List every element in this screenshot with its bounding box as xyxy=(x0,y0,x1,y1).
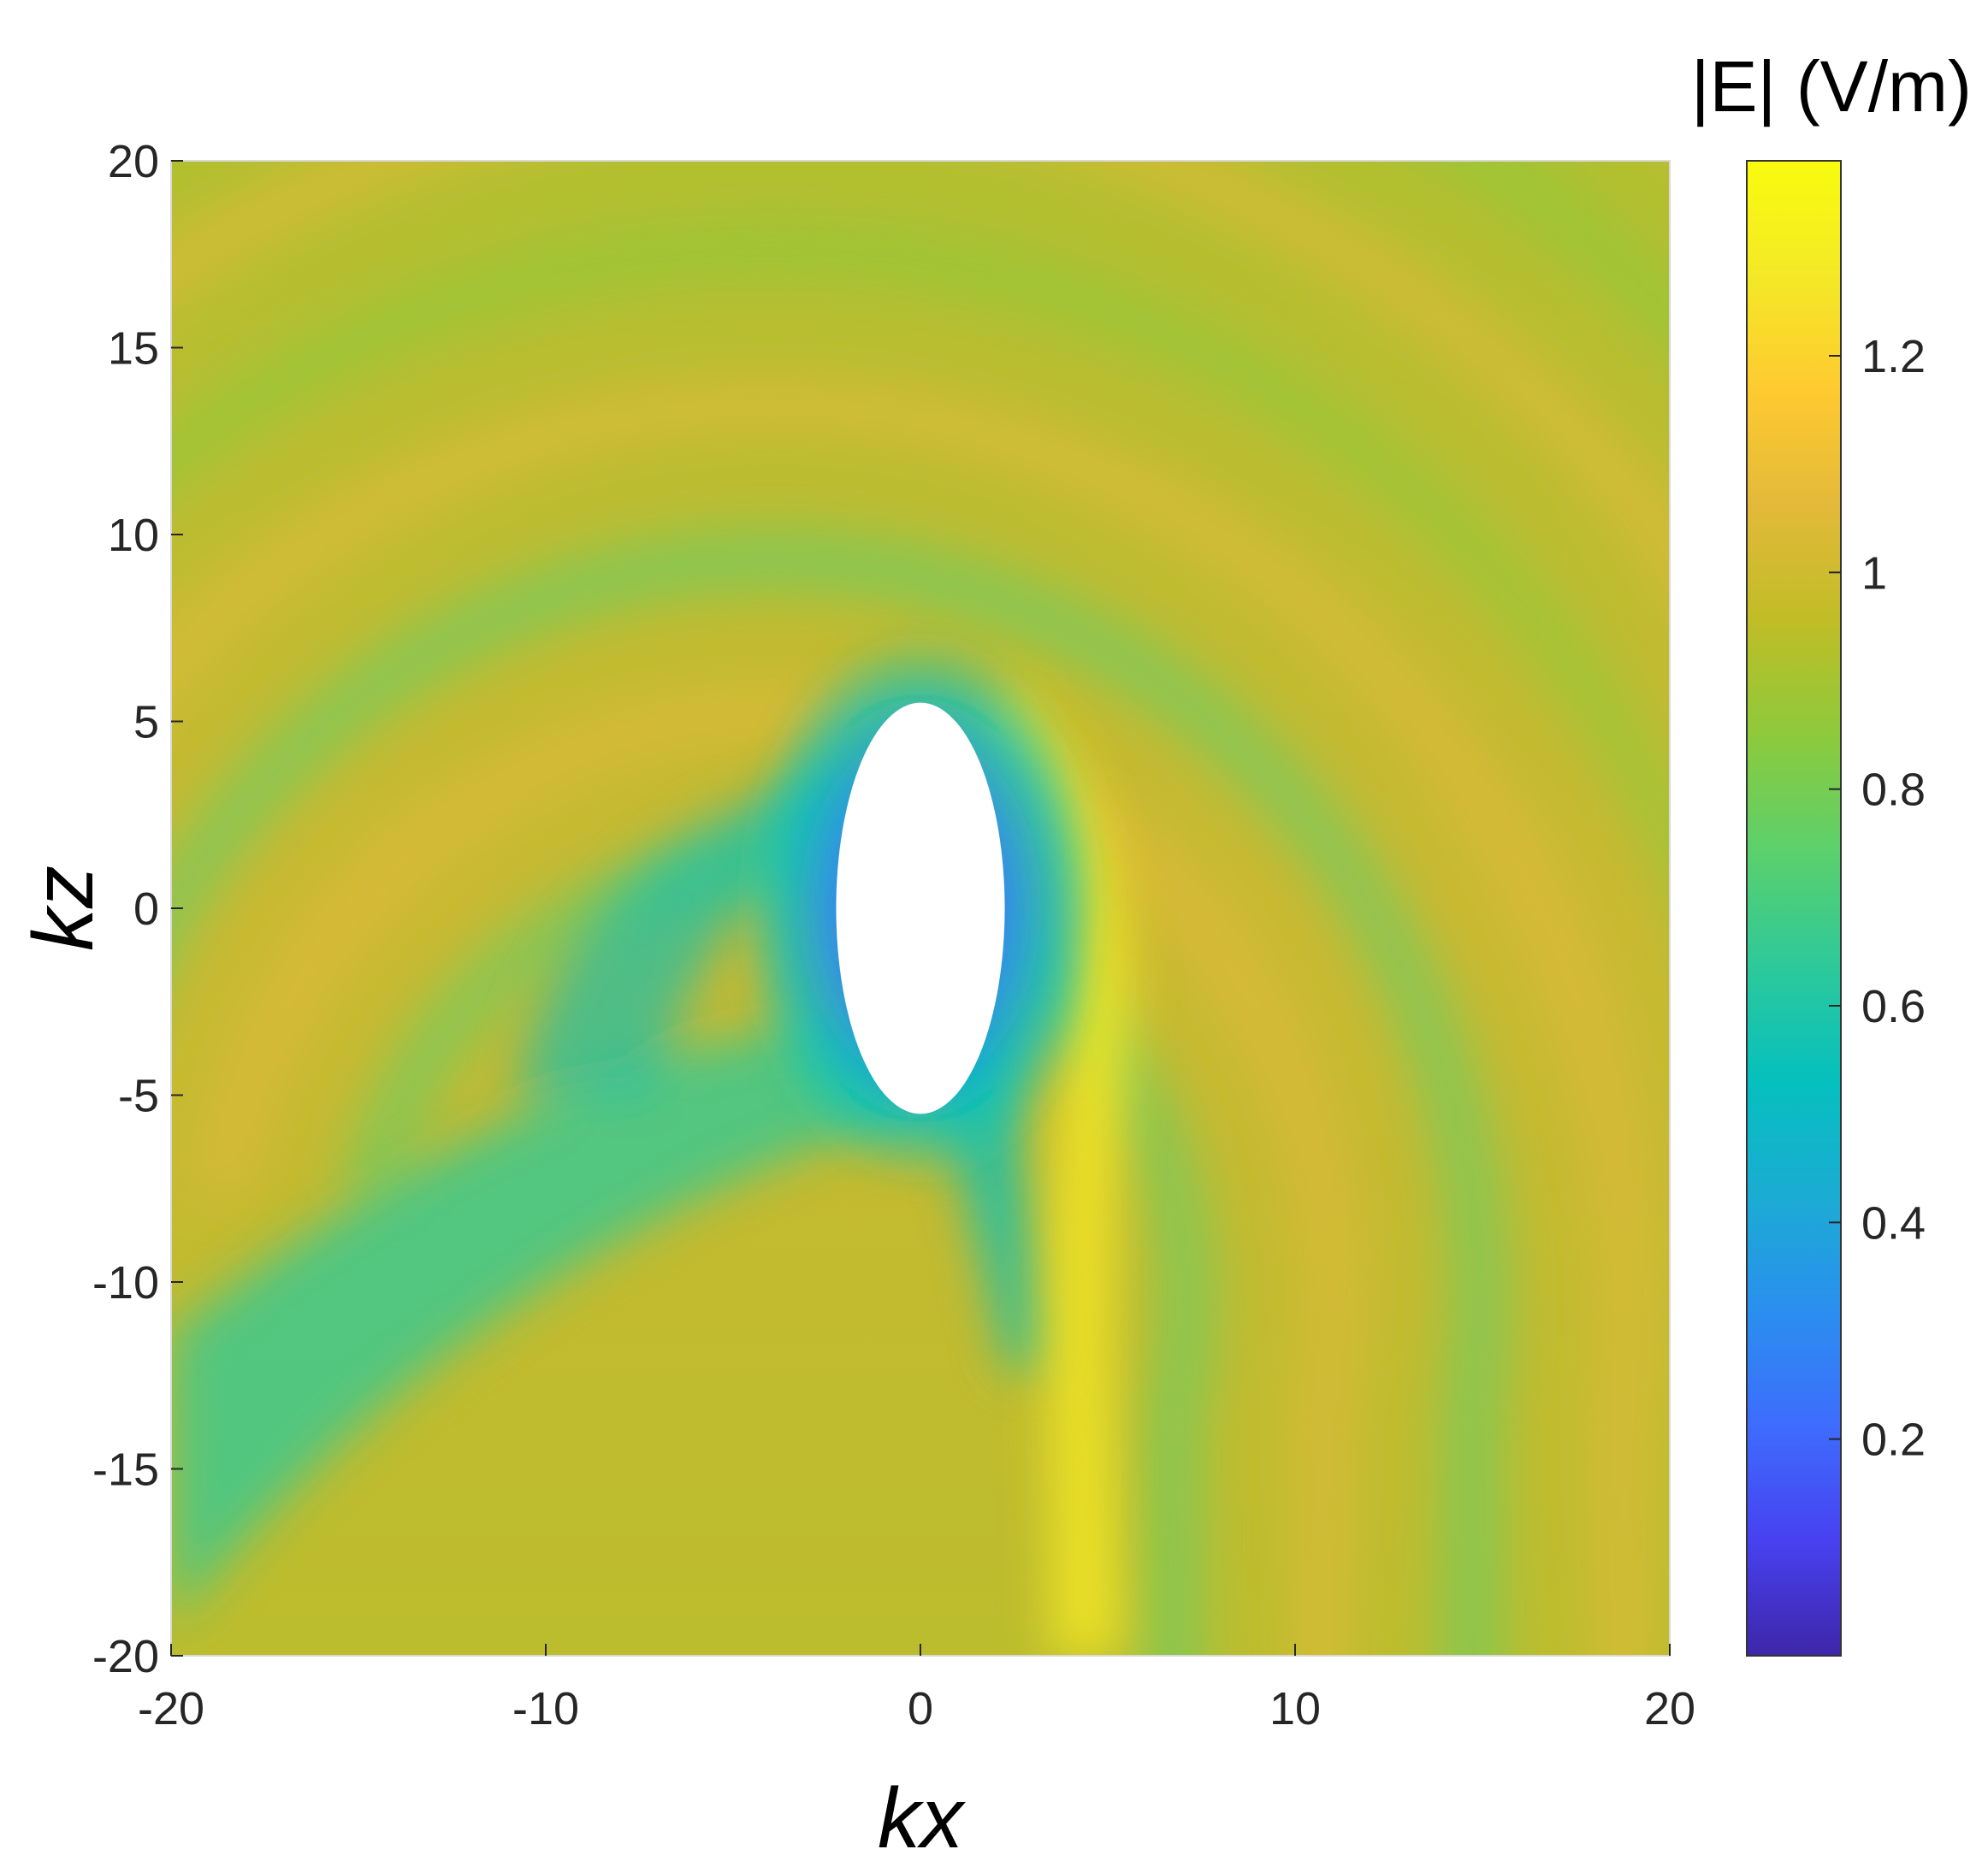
y-tick-label: -20 xyxy=(92,1631,159,1682)
obstacle-ellipse xyxy=(836,702,1005,1114)
y-tick-label: 0 xyxy=(133,883,159,935)
colorbar-title: |E| (V/m) xyxy=(1691,46,1972,127)
x-tick-label: -10 xyxy=(512,1683,579,1734)
colorbar xyxy=(1746,160,1842,1657)
y-tick-label: -10 xyxy=(92,1257,159,1309)
colorbar-ticks: 0.2 0.4 0.6 0.8 1 1.2 xyxy=(1829,331,1926,1466)
y-axis-ticks: 20 15 10 5 0 -5 -10 -15 -20 xyxy=(92,136,183,1682)
y-tick-label: 5 xyxy=(133,697,159,748)
colorbar-tick-label: 0.2 xyxy=(1861,1415,1926,1466)
x-tick-label: 10 xyxy=(1269,1683,1321,1734)
y-tick-label: -15 xyxy=(92,1445,159,1496)
y-tick-label: 15 xyxy=(108,323,159,375)
y-tick-label: 20 xyxy=(108,136,159,187)
y-tick-label: 10 xyxy=(108,510,159,561)
x-tick-label: 20 xyxy=(1644,1683,1695,1734)
colorbar-tick-label: 1 xyxy=(1861,547,1887,599)
y-axis-label: kz xyxy=(15,866,111,951)
wave-ring xyxy=(171,217,1670,905)
colorbar-tick-label: 0.4 xyxy=(1861,1197,1926,1249)
colorbar-tick-label: 1.2 xyxy=(1861,331,1926,382)
x-tick-label: -20 xyxy=(138,1683,204,1734)
x-axis-label: kx xyxy=(878,1770,966,1866)
x-tick-label: 0 xyxy=(908,1683,933,1734)
colorbar-tick-label: 0.8 xyxy=(1861,765,1926,816)
wave-ring xyxy=(171,374,1659,1656)
y-tick-label: -5 xyxy=(118,1071,159,1122)
x-axis-ticks: -20 -10 0 10 20 xyxy=(138,1644,1695,1734)
colorbar-tick-label: 0.6 xyxy=(1861,981,1926,1032)
heatmap-field xyxy=(171,161,1670,1656)
wave-ring xyxy=(171,529,1511,1656)
